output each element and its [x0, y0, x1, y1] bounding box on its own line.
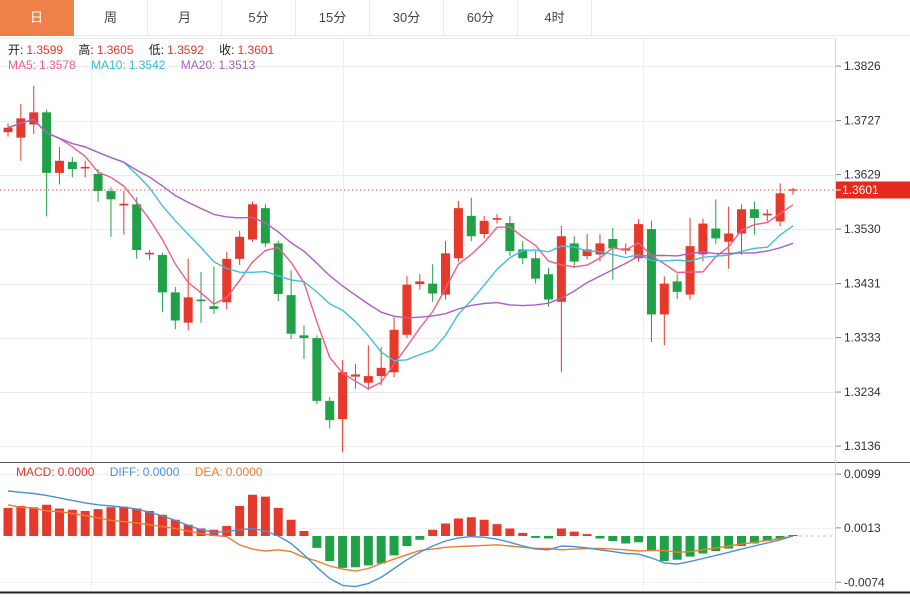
ma5-value: 1.3578: [39, 58, 76, 72]
tab-30min[interactable]: 30分: [370, 0, 444, 36]
dea-line: [7, 504, 794, 572]
tabbar-filler: [592, 0, 910, 36]
ma10-line: [7, 118, 794, 362]
open-value: 1.3599: [26, 43, 64, 57]
tab-week[interactable]: 周: [74, 0, 148, 36]
diff-value: 0.0000: [142, 465, 180, 479]
svg-text:1.3234: 1.3234: [844, 385, 881, 399]
tab-5min[interactable]: 5分: [222, 0, 296, 36]
macd-legend: MACD: 0.0000 DIFF: 0.0000 DEA: 0.0000: [16, 465, 265, 479]
price-axis-labels: 1.3826 1.3727 1.3629 1.3530 1.3431 1.3333 1.32…: [836, 59, 885, 589]
ma-legend: MA5: 1.3578 MA10: 1.3542 MA20: 1.3513: [8, 58, 258, 72]
svg-text:1.3333: 1.3333: [844, 331, 881, 345]
close-value: 1.3601: [237, 43, 275, 57]
ma10-label: MA10:: [91, 58, 126, 72]
svg-text:1.3431: 1.3431: [844, 277, 881, 291]
svg-text:1.3727: 1.3727: [844, 114, 881, 128]
high-label: 高:: [78, 43, 94, 57]
ma20-line: [7, 118, 794, 319]
dea-label: DEA:: [194, 465, 223, 479]
last-price-badge: 1.3601: [836, 181, 910, 199]
tab-day[interactable]: 日: [0, 0, 74, 36]
svg-text:1.3601: 1.3601: [842, 183, 879, 197]
candles: [3, 85, 798, 453]
ma5-label: MA5:: [8, 58, 37, 72]
ohlc-legend: 开: 1.3599 高: 1.3605 低: 1.3592 收: 1.3601: [8, 41, 277, 58]
ma10-value: 1.3542: [128, 58, 166, 72]
svg-text:1.3530: 1.3530: [844, 222, 881, 236]
svg-text:1.3629: 1.3629: [844, 168, 881, 182]
close-label: 收:: [219, 43, 235, 57]
open-label: 开:: [8, 43, 24, 57]
ma20-label: MA20:: [180, 58, 216, 72]
dea-value: 0.0000: [225, 465, 263, 479]
tab-60min[interactable]: 60分: [444, 0, 518, 36]
low-value: 1.3592: [167, 43, 204, 57]
svg-text:0.0013: 0.0013: [844, 521, 881, 535]
panel-borders: [0, 38, 910, 594]
diff-label: DIFF:: [109, 465, 140, 479]
ma5-line: [7, 118, 794, 390]
high-value: 1.3605: [96, 43, 134, 57]
diff-line: [7, 490, 794, 588]
period-tabbar: 日 周 月 5分 15分 30分 60分 4时: [0, 0, 910, 36]
svg-text:1.3826: 1.3826: [844, 59, 881, 73]
macd-value: 0.0000: [57, 465, 95, 479]
svg-text:1.3136: 1.3136: [844, 439, 881, 453]
svg-text:0.0099: 0.0099: [844, 467, 881, 481]
low-label: 低:: [148, 43, 165, 57]
ma20-value: 1.3513: [218, 58, 256, 72]
tab-15min[interactable]: 15分: [296, 0, 370, 36]
svg-text:-0.0074: -0.0074: [844, 575, 885, 589]
tab-month[interactable]: 月: [148, 0, 222, 36]
tab-4hour[interactable]: 4时: [518, 0, 592, 36]
macd-label: MACD:: [16, 465, 55, 479]
